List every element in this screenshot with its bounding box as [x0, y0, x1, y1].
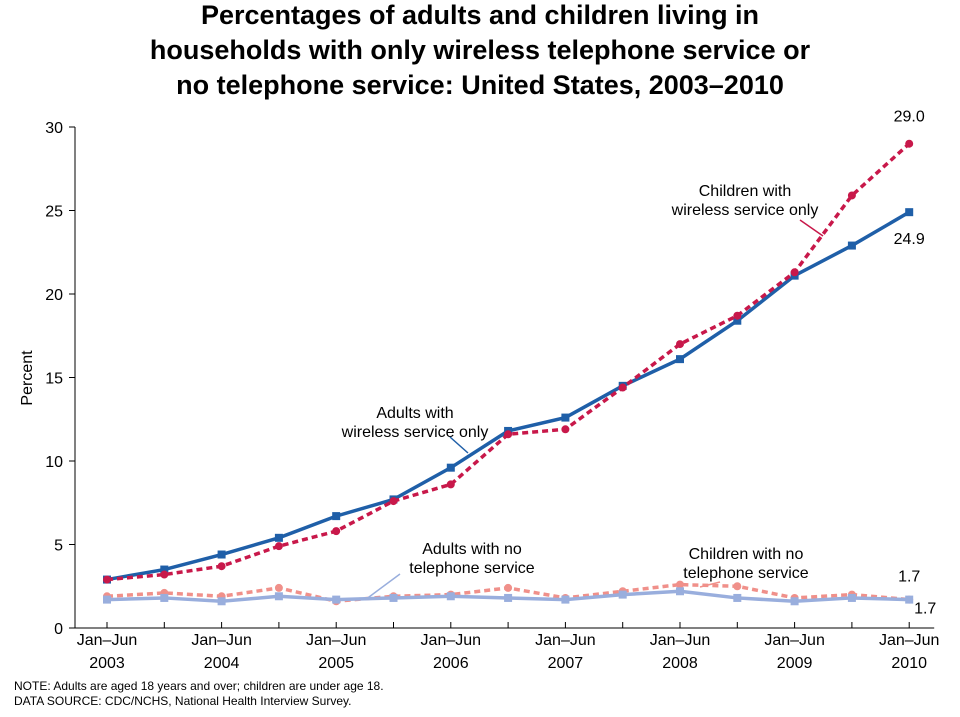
marker — [446, 480, 455, 489]
y-tick-label: 5 — [54, 538, 63, 555]
marker — [389, 593, 398, 602]
annotation-leader — [364, 573, 401, 601]
marker — [217, 562, 226, 571]
x-tick-label: Jan–Jun 2008 — [650, 632, 711, 672]
x-tick-label: Jan–Jun 2009 — [764, 632, 825, 672]
marker — [676, 355, 684, 364]
marker — [733, 593, 742, 602]
marker — [790, 268, 799, 277]
series-annotation: Children with no telephone service — [683, 546, 809, 582]
marker — [103, 575, 111, 584]
marker — [905, 208, 914, 217]
x-tick-label: Jan–Jun 2007 — [535, 632, 596, 672]
marker — [676, 340, 684, 349]
marker — [847, 191, 856, 200]
source: DATA SOURCE: CDC/NCHS, National Health I… — [14, 694, 351, 708]
annotation-leader — [699, 581, 721, 588]
marker — [217, 550, 226, 559]
x-tick-label: Jan–Jun 2003 — [77, 632, 138, 672]
y-tick-label: 15 — [45, 371, 63, 388]
marker — [618, 383, 627, 392]
series-annotation: Adults with wireless service only — [341, 405, 489, 441]
y-axis-label: Percent — [19, 350, 36, 406]
marker — [160, 593, 169, 602]
annotation-leader — [799, 219, 824, 237]
x-tick-label: Jan–Jun 2006 — [421, 632, 482, 672]
series-annotation: Children with wireless service only — [671, 183, 819, 219]
marker — [847, 593, 856, 602]
marker — [561, 413, 570, 422]
marker — [274, 592, 283, 601]
marker — [274, 542, 283, 551]
series-annotation: Adults with no telephone service — [409, 541, 535, 577]
marker — [504, 430, 513, 439]
marker — [446, 463, 455, 472]
y-tick-label: 10 — [45, 454, 63, 471]
series-line — [106, 210, 911, 582]
annotation-leader — [449, 436, 469, 454]
marker — [676, 587, 684, 596]
marker — [274, 583, 283, 592]
data-label: 29.0 — [894, 109, 925, 126]
marker — [160, 570, 169, 579]
marker — [733, 316, 742, 325]
data-label: 1.7 — [914, 601, 936, 618]
data-label: 1.7 — [898, 569, 920, 586]
marker — [389, 497, 398, 506]
marker — [905, 139, 914, 148]
y-tick-label: 0 — [54, 621, 63, 638]
data-label: 24.9 — [894, 231, 925, 248]
marker — [332, 512, 341, 521]
marker — [847, 241, 856, 250]
marker — [561, 595, 570, 604]
marker — [790, 597, 799, 606]
y-tick-label: 30 — [45, 120, 63, 137]
marker — [274, 533, 283, 542]
note: NOTE: Adults are aged 18 years and over;… — [14, 679, 384, 693]
marker — [676, 580, 684, 589]
marker — [733, 582, 742, 591]
marker — [103, 595, 111, 604]
marker — [504, 583, 513, 592]
marker — [618, 590, 627, 599]
x-tick-label: Jan–Jun 2004 — [191, 632, 252, 672]
marker — [504, 593, 513, 602]
marker — [446, 592, 455, 601]
marker — [160, 565, 169, 574]
marker — [217, 597, 226, 606]
y-tick-label: 25 — [45, 204, 63, 221]
marker — [905, 595, 914, 604]
marker — [733, 311, 742, 320]
x-tick-label: Jan–Jun 2005 — [306, 632, 367, 672]
marker — [332, 595, 341, 604]
marker — [332, 527, 341, 536]
y-tick-label: 20 — [45, 287, 63, 304]
x-tick-label: Jan–Jun 2010 — [879, 632, 940, 672]
chart-title: Percentages of adults and children livin… — [150, 0, 811, 100]
marker — [561, 425, 570, 434]
